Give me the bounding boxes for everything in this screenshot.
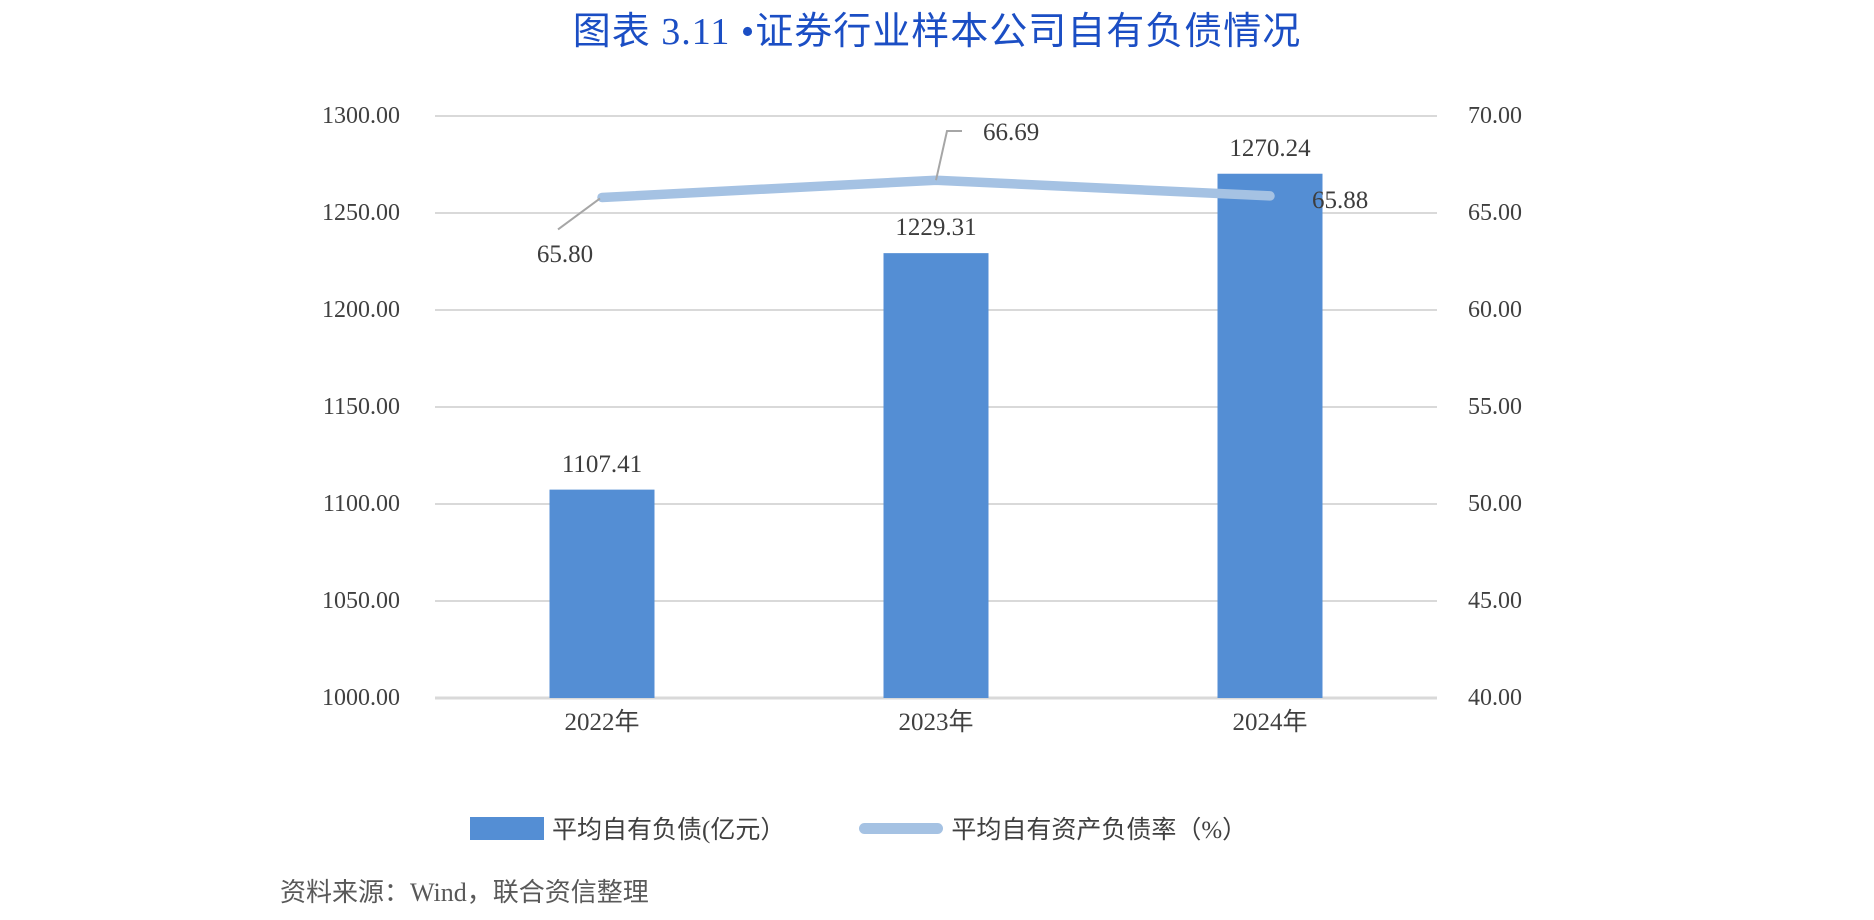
category-label: 2024年 — [1232, 709, 1308, 736]
bar-data-label: 1270.24 — [1229, 134, 1311, 162]
bar-2023年 — [883, 253, 989, 698]
right-axis-tick-label: 45.00 — [1468, 588, 1522, 614]
right-axis-tick-label: 55.00 — [1468, 394, 1522, 420]
category-label: 2022年 — [564, 709, 640, 736]
legend-line-swatch — [859, 822, 944, 834]
bar-2024年 — [1217, 173, 1323, 699]
chart-legend: 平均自有负债(亿元） 平均自有资产负债率（%） — [470, 810, 1247, 846]
legend-bar-label: 平均自有负债(亿元） — [552, 817, 786, 844]
left-axis-tick-label: 1250.00 — [322, 200, 400, 226]
right-axis-tick-label: 65.00 — [1468, 200, 1522, 226]
left-axis-tick-label: 1000.00 — [322, 685, 400, 711]
chart-title: 图表 3.11 •证券行业样本公司自有负债情况 — [572, 11, 1302, 53]
leader-line — [557, 197, 601, 231]
line-data-label: 65.80 — [536, 241, 594, 269]
legend-line-label: 平均自有资产负债率（%） — [951, 817, 1248, 844]
left-axis-tick-label: 1200.00 — [322, 297, 400, 323]
legend-bar-swatch — [470, 816, 544, 840]
leader-line — [935, 130, 962, 181]
left-axis-tick-label: 1150.00 — [322, 394, 400, 420]
right-axis-tick-label: 40.00 — [1468, 685, 1522, 711]
source-note: 资料来源：Wind，联合资信整理 — [280, 878, 649, 907]
line-data-label: 65.88 — [1312, 186, 1369, 214]
right-axis-tick-label: 70.00 — [1468, 103, 1522, 129]
left-axis-tick-label: 1100.00 — [322, 491, 400, 517]
category-label: 2023年 — [898, 709, 974, 736]
right-axis-tick-label: 60.00 — [1468, 297, 1522, 323]
right-axis-tick-label: 50.00 — [1468, 491, 1522, 517]
bar-2022年 — [549, 489, 655, 698]
line-data-label: 66.69 — [983, 119, 1040, 146]
left-axis-tick-label: 1050.00 — [322, 588, 400, 614]
bar-data-label: 1107.41 — [561, 450, 643, 478]
left-axis-tick-label: 1300.00 — [322, 103, 400, 129]
rate-line — [597, 175, 1275, 203]
bar-data-label: 1229.31 — [895, 214, 977, 242]
